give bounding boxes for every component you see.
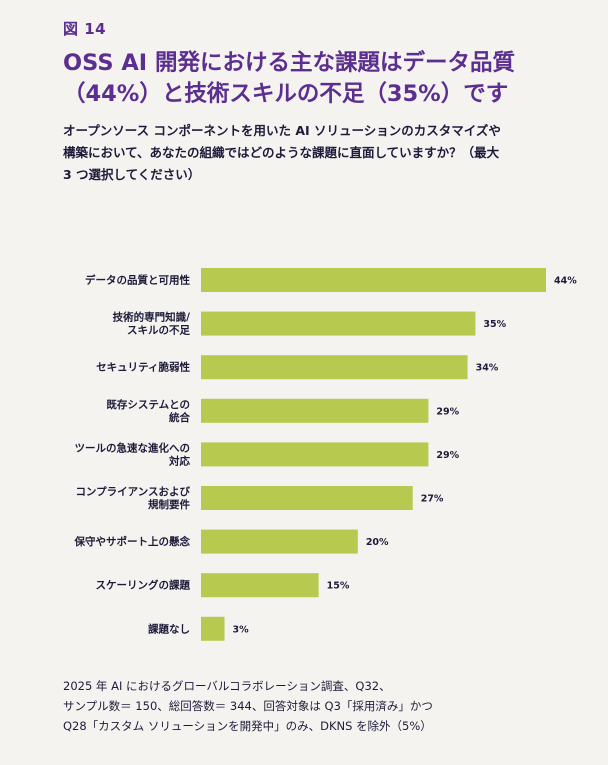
bar [201, 529, 358, 554]
value-label: 27% [421, 494, 444, 505]
bar [201, 573, 319, 598]
value-label: 20% [366, 537, 389, 548]
category-label: スケーリングの課題 [96, 579, 191, 592]
value-label: 34% [476, 363, 499, 374]
footnote-line-1: 2025 年 AI におけるグローバルコラボレーション調査、Q32、 [63, 679, 391, 693]
bar [201, 486, 413, 510]
bar [201, 268, 546, 292]
chart-subtitle: オープンソース コンポーネントを用いた AI ソリューションのカスタマイズや構築… [63, 123, 501, 182]
bar-chart: 44% データの品質と可用性 35% 技術的専門知識/スキルの不足 34% セキュリティ脆… [74, 268, 577, 641]
footnote-line-3: Q28「カスタム ソリューションを開発中」のみ、DKNS を除外（5%） [63, 719, 432, 733]
category-label: 既存システムとの統合 [106, 398, 190, 424]
category-label: 保守やサポート上の懸念 [74, 535, 191, 548]
value-label: 3% [233, 624, 250, 635]
bar [201, 398, 429, 423]
figure-label: 図 14 [63, 20, 107, 38]
bar [201, 355, 468, 380]
footnote-line-2: サンプル数＝ 150、総回答数＝ 344、回答対象は Q3「採用済み」かつ [63, 699, 433, 713]
category-label: 技術的専門知識/スキルの不足 [113, 311, 191, 337]
bar [201, 442, 429, 467]
bar [201, 311, 476, 336]
value-label: 35% [483, 319, 506, 330]
value-label: 29% [436, 450, 459, 461]
category-label: セキュリティ脆弱性 [96, 361, 190, 374]
value-label: 15% [327, 581, 350, 592]
category-label: ツールの急速な進化への対応 [75, 441, 191, 467]
category-label: コンプライアンスおよび規制要件 [75, 485, 190, 511]
chart-title: OSS AI 開発における主な課題はデータ品質（44%）と技術スキルの不足（35… [63, 50, 515, 107]
bar [201, 616, 225, 641]
value-label: 29% [436, 406, 459, 417]
category-label: 課題なし [148, 622, 190, 635]
category-label: データの品質と可用性 [85, 274, 190, 287]
footnote: 2025 年 AI におけるグローバルコラボレーション調査、Q32、 サンプル数… [63, 676, 563, 736]
value-label: 44% [554, 276, 577, 287]
